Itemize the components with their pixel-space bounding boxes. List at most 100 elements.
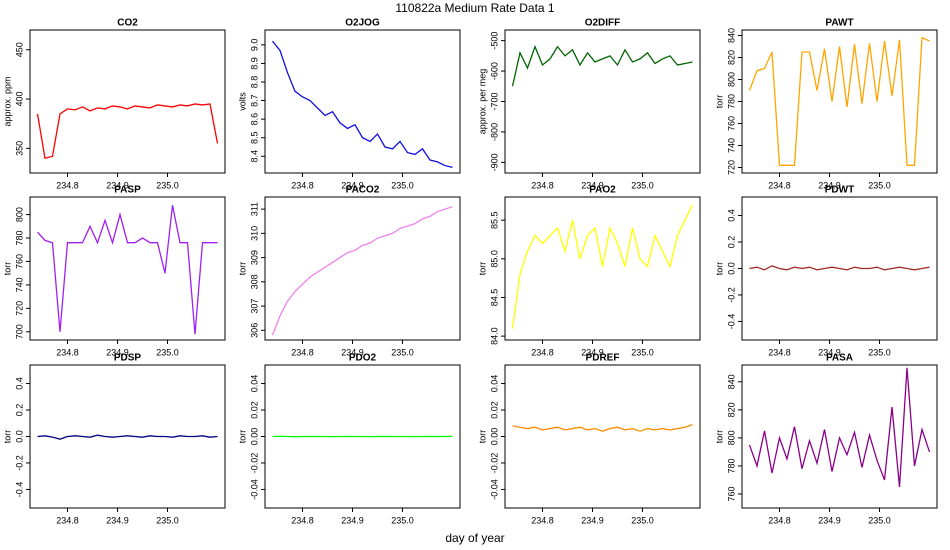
plot-frame: [504, 196, 701, 341]
y-tick-label: 800: [14, 207, 24, 222]
x-tick-label: 234.8: [56, 347, 79, 357]
data-line: [272, 435, 453, 438]
x-tick-label: 235.0: [156, 180, 179, 190]
x-tick-label: 234.8: [291, 180, 314, 190]
y-tick-label: -600: [489, 62, 499, 80]
y-tick-label: 760: [726, 486, 736, 501]
y-axis-label: torr: [714, 262, 724, 276]
plot-frame: [504, 29, 701, 174]
y-tick-label: 0.0: [14, 430, 24, 443]
y-tick-label: 0.04: [249, 375, 259, 393]
y-tick-label: 760: [726, 116, 736, 131]
panel-title: PDSP: [114, 353, 142, 364]
panel-title: PASP: [114, 185, 141, 196]
y-tick-label: 308: [249, 274, 259, 289]
y-tick-label: 0.02: [249, 401, 259, 419]
y-tick-label: 0.2: [14, 404, 24, 417]
data-line: [512, 423, 693, 432]
x-tick-label: 234.9: [106, 347, 129, 357]
x-tick-label: 235.0: [391, 347, 414, 357]
x-tick-label: 234.8: [56, 180, 79, 190]
x-tick-label: 234.8: [531, 515, 554, 525]
y-axis-label: volts: [237, 92, 247, 111]
y-tick-label: 740: [14, 277, 24, 292]
y-tick-label: 0.00: [249, 428, 259, 446]
y-axis-label: torr: [477, 262, 487, 276]
y-tick-label: 85.5: [489, 211, 499, 229]
y-tick-label: 760: [14, 254, 24, 269]
x-tick-label: 234.8: [768, 347, 791, 357]
y-tick-label: -0.2: [14, 455, 24, 471]
y-tick-label: -0.02: [489, 453, 499, 474]
data-line: [37, 205, 218, 335]
y-tick-label: 307: [249, 299, 259, 314]
x-tick-label: 234.8: [531, 180, 554, 190]
x-tick-label: 234.8: [768, 180, 791, 190]
y-axis-label: torr: [714, 430, 724, 444]
x-axis-label: day of year: [445, 531, 504, 545]
y-tick-label: 8.7: [249, 94, 259, 107]
x-tick-label: 235.0: [391, 180, 414, 190]
y-tick-label: 740: [726, 138, 736, 153]
plot-frame: [504, 364, 701, 509]
x-tick-label: 235.0: [631, 180, 654, 190]
x-tick-label: 234.9: [341, 347, 364, 357]
y-tick-label: 306: [249, 323, 259, 338]
y-tick-label: -800: [489, 123, 499, 141]
x-tick-label: 234.8: [291, 515, 314, 525]
x-tick-label: 234.9: [341, 180, 364, 190]
y-tick-label: 0.00: [489, 428, 499, 446]
y-axis-label: torr: [2, 430, 12, 444]
x-tick-label: 234.9: [818, 515, 841, 525]
x-tick-label: 234.9: [818, 180, 841, 190]
x-tick-label: 234.9: [106, 515, 129, 525]
y-axis-label: torr: [237, 262, 247, 276]
data-line: [36, 103, 219, 160]
y-tick-label: 9.0: [249, 39, 259, 52]
y-tick-label: 0.4: [14, 377, 24, 390]
data-line: [748, 36, 930, 166]
y-tick-label: 450: [14, 42, 24, 57]
x-tick-label: 235.0: [391, 515, 414, 525]
y-tick-label: -0.04: [249, 479, 259, 500]
panel-title: PDREF: [586, 353, 620, 364]
x-tick-label: 235.0: [868, 180, 891, 190]
data-line: [749, 265, 930, 271]
y-tick-label: 309: [249, 250, 259, 265]
data-line: [748, 367, 931, 488]
y-tick-label: 350: [14, 141, 24, 156]
y-tick-label: 400: [14, 92, 24, 107]
plot-frame: [264, 29, 461, 174]
panel-title: PDWT: [825, 185, 854, 196]
y-tick-label: -0.02: [249, 453, 259, 474]
data-line: [271, 206, 453, 336]
y-tick-label: -0.04: [489, 479, 499, 500]
y-tick-label: 780: [14, 231, 24, 246]
panel-title: PAO2: [589, 185, 616, 196]
panel-title: O2JOG: [345, 18, 380, 29]
y-tick-label: 85.0: [489, 250, 499, 268]
x-tick-label: 235.0: [156, 347, 179, 357]
y-tick-label: 820: [726, 50, 736, 65]
x-tick-label: 235.0: [868, 515, 891, 525]
plot-frame: [264, 196, 461, 341]
page-title: 110822a Medium Rate Data 1: [395, 1, 555, 15]
y-tick-label: 780: [726, 94, 736, 109]
plot-frame: [29, 196, 226, 341]
y-tick-label: -900: [489, 153, 499, 171]
plot-frame: [741, 364, 938, 509]
y-tick-label: 0.4: [726, 209, 736, 222]
y-tick-label: 720: [726, 160, 736, 175]
x-tick-label: 234.8: [291, 347, 314, 357]
x-tick-label: 234.9: [581, 515, 604, 525]
y-tick-label: 84.0: [489, 327, 499, 345]
data-line: [511, 204, 694, 329]
y-tick-label: -0.4: [726, 314, 736, 330]
y-axis-label: approx. per meg: [477, 69, 487, 135]
y-tick-label: 8.4: [249, 150, 259, 163]
panel-title: PDO2: [349, 353, 377, 364]
y-axis-label: torr: [237, 430, 247, 444]
y-tick-label: 780: [726, 458, 736, 473]
y-tick-label: -0.2: [726, 287, 736, 303]
